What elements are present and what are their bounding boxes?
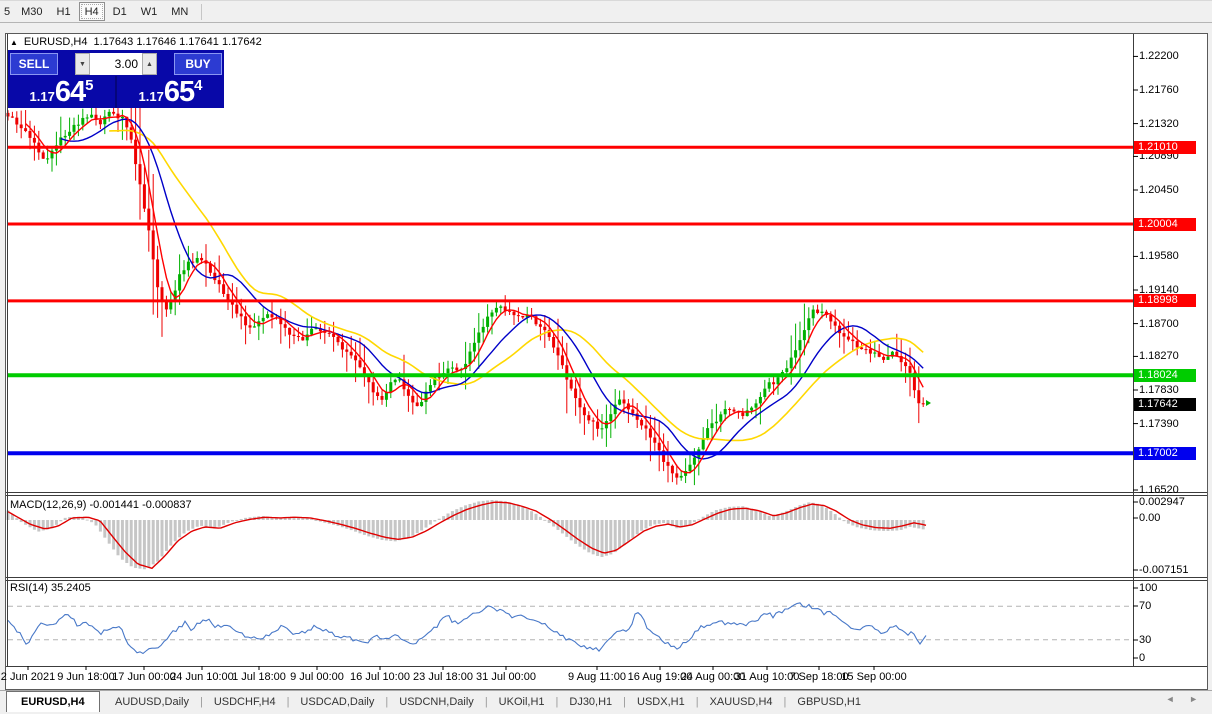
current-price-badge: 1.17642 — [1134, 397, 1196, 411]
sell-quote[interactable]: 1.17 64 5 — [8, 76, 115, 108]
sell-price-sup: 5 — [85, 77, 94, 94]
price-tick-label: 1.19580 — [1139, 250, 1179, 263]
timeframe-button-5[interactable]: 5 — [4, 5, 11, 18]
tab-separator: | — [286, 696, 290, 708]
volume-input[interactable] — [90, 53, 142, 75]
level-badge-1.20004: 1.20004 — [1134, 217, 1196, 231]
level-badge-1.17002: 1.17002 — [1134, 446, 1196, 460]
tab-audusd[interactable]: AUDUSD,Daily — [115, 696, 189, 708]
timeframe-button-h4[interactable]: H4 — [78, 2, 105, 21]
tab-separator: | — [783, 696, 787, 708]
time-tick-label: 7 Sep 18:00 — [789, 671, 849, 683]
buy-button[interactable]: BUY — [174, 53, 222, 75]
sell-price-big: 64 — [54, 76, 86, 108]
tab-usdcnh[interactable]: USDCNH,Daily — [399, 696, 474, 708]
tab-separator: | — [385, 696, 389, 708]
tab-dj30[interactable]: DJ30,H1 — [569, 696, 613, 708]
price-tick-label: 1.16520 — [1139, 484, 1179, 496]
time-tick-label: 17 Jun 00:00 — [112, 671, 176, 683]
tab-separator: | — [199, 696, 203, 708]
time-tick-label: 1 Jul 18:00 — [232, 671, 286, 683]
tab-xauusd[interactable]: XAUUSD,H4 — [709, 696, 773, 708]
quote-divider — [115, 76, 117, 108]
level-badge-1.18998: 1.18998 — [1134, 294, 1196, 308]
rsi-label: RSI(14) 35.2405 — [10, 582, 95, 594]
timeframe-button-mn[interactable]: MN — [171, 5, 189, 18]
tab-separator: | — [695, 696, 699, 708]
time-tick-label: 24 Aug 00:00 — [680, 671, 746, 683]
rsi-tick-label: 30 — [1139, 634, 1152, 646]
arrow-up-icon: ▲ — [146, 60, 153, 68]
time-tick-label: 9 Aug 11:00 — [568, 671, 626, 683]
collapse-triangle-icon[interactable]: ▲ — [10, 37, 18, 47]
tab-separator: | — [555, 696, 559, 708]
macd-label: MACD(12,26,9) -0.001441 -0.000837 — [10, 499, 196, 511]
buy-price-prefix: 1.17 — [138, 89, 164, 104]
buy-price-sup: 4 — [194, 77, 203, 94]
time-tick-label: 9 Jun 18:00 — [57, 671, 115, 683]
time-tick-label: 9 Jul 00:00 — [290, 671, 344, 683]
timeframe-button-m30[interactable]: M30 — [21, 5, 43, 18]
buy-quote[interactable]: 1.17 65 4 — [117, 76, 224, 108]
time-tick-label: 15 Sep 00:00 — [841, 671, 907, 683]
price-tick-label: 1.21320 — [1139, 117, 1179, 130]
time-tick-label: 16 Aug 19:00 — [627, 671, 693, 683]
tab-ukoil[interactable]: UKOil,H1 — [498, 696, 545, 708]
timeframe-button-h1[interactable]: H1 — [56, 5, 71, 18]
tab-separator: | — [484, 696, 488, 708]
macd-tick-label: 0.00 — [1139, 512, 1161, 524]
time-tick-label: 31 Aug 10:00 — [734, 671, 800, 683]
arrow-down-icon: ▼ — [79, 60, 86, 68]
macd-tick-label: -0.007151 — [1139, 564, 1189, 576]
tab-usdx[interactable]: USDX,H1 — [637, 696, 685, 708]
price-tick-label: 1.18700 — [1139, 317, 1179, 330]
price-tick-label: 1.18270 — [1139, 350, 1179, 363]
timeframe-toolbar: 5 M30 H1 H4 D1 W1 MN — [0, 0, 1212, 23]
chart-symbol: EURUSD,H4 — [23, 36, 88, 48]
toolbar-separator — [201, 3, 203, 20]
price-tick-label: 1.21760 — [1139, 84, 1179, 96]
time-tick-label: 24 Jun 10:00 — [170, 671, 234, 683]
tab-gbpusd[interactable]: GBPUSD,H1 — [797, 696, 861, 708]
tab-scroll-arrows[interactable]: ◄ ► — [1165, 694, 1204, 704]
tab-separator: | — [623, 696, 627, 708]
timeframe-button-w1[interactable]: W1 — [140, 5, 158, 18]
chart-ohlc: 1.17643 1.17646 1.17641 1.17642 — [93, 36, 262, 48]
volume-down-button[interactable]: ▼ — [75, 53, 90, 75]
time-tick-label: 31 Jul 00:00 — [476, 671, 536, 683]
sell-button[interactable]: SELL — [10, 53, 58, 75]
timeframe-button-d1[interactable]: D1 — [112, 5, 127, 18]
tab-usdcad[interactable]: USDCAD,Daily — [300, 696, 375, 708]
price-tick-label: 1.19140 — [1139, 284, 1179, 296]
rsi-tick-label: 100 — [1139, 582, 1158, 594]
sell-price-prefix: 1.17 — [29, 89, 55, 104]
level-badge-1.18024: 1.18024 — [1134, 368, 1196, 382]
time-tick-label: 23 Jul 18:00 — [413, 671, 473, 683]
volume-up-button[interactable]: ▲ — [142, 53, 157, 75]
price-tick-label: 1.17830 — [1139, 384, 1179, 396]
symbol-tab-bar: EURUSD,H4 AUDUSD,Daily | USDCHF,H4 | USDCAD,… — [0, 690, 1212, 714]
level-badge-1.21010: 1.21010 — [1134, 140, 1196, 154]
price-tick-label: 1.22200 — [1139, 50, 1179, 63]
price-tick-label: 1.17390 — [1139, 417, 1179, 430]
rsi-tick-label: 0 — [1139, 652, 1146, 664]
rsi-tick-label: 70 — [1139, 600, 1152, 612]
chart-title: ▲ EURUSD,H4 1.17643 1.17646 1.17641 1.17… — [10, 36, 262, 48]
tab-eurusd-active[interactable]: EURUSD,H4 — [6, 691, 100, 712]
tab-usdchf[interactable]: USDCHF,H4 — [213, 696, 276, 708]
time-tick-label: 2 Jun 2021 — [0, 671, 56, 683]
price-tick-label: 1.20450 — [1139, 184, 1179, 196]
buy-price-big: 65 — [163, 76, 195, 108]
macd-tick-label: 0.002947 — [1139, 496, 1185, 508]
time-tick-label: 16 Jul 10:00 — [350, 671, 410, 683]
